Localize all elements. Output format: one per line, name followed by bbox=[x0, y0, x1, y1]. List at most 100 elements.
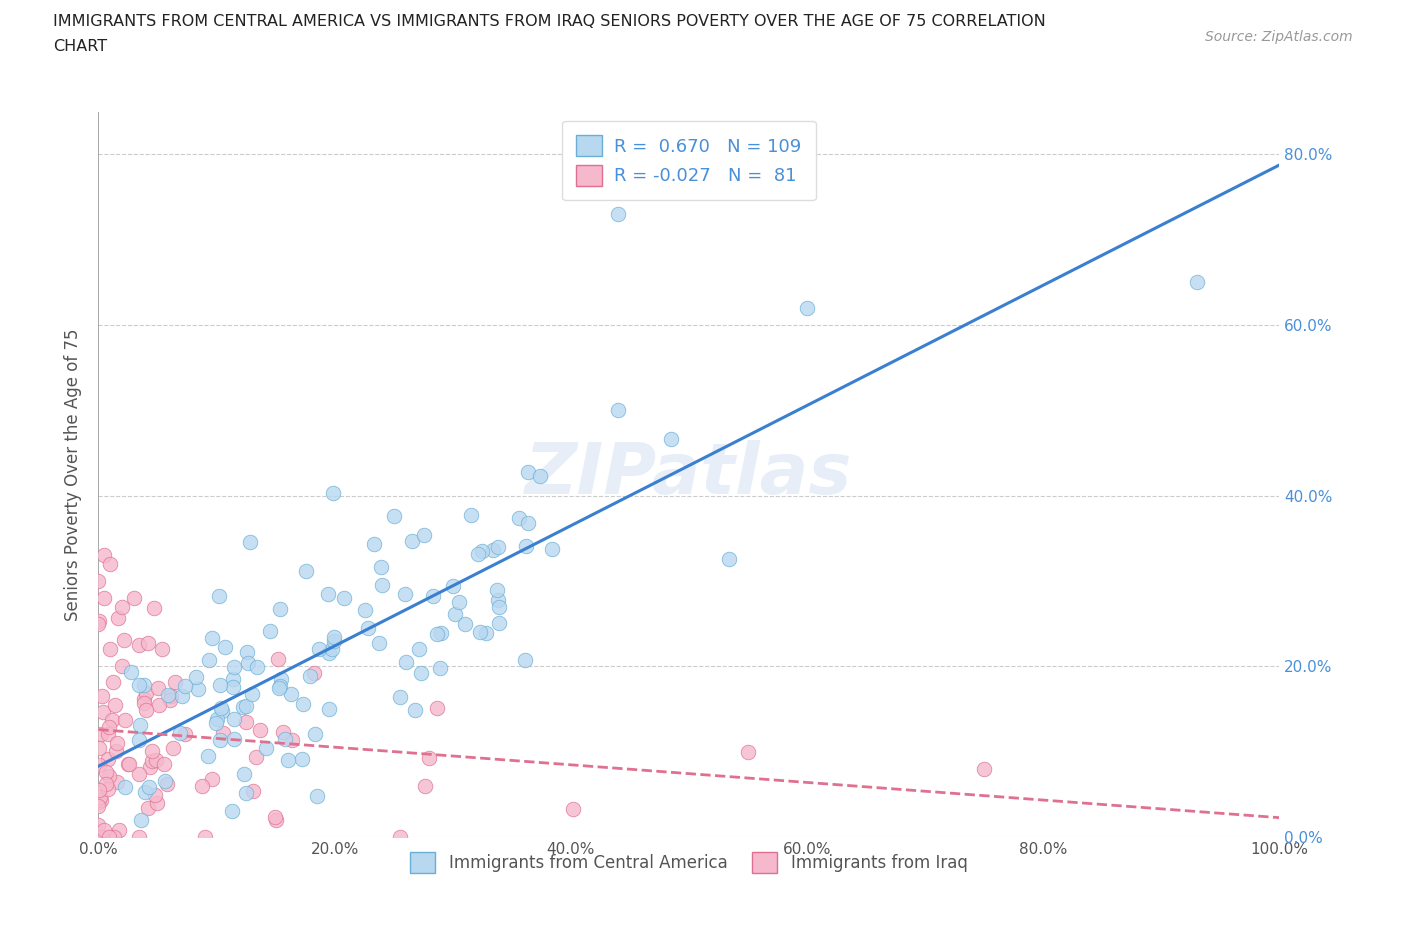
Point bbox=[305, 789, 328, 804]
Point bbox=[111, 658, 134, 673]
Point bbox=[205, 715, 228, 730]
Point bbox=[143, 601, 166, 616]
Point bbox=[101, 712, 124, 727]
Point bbox=[475, 625, 498, 640]
Point bbox=[89, 783, 111, 798]
Point bbox=[270, 671, 292, 686]
Point bbox=[197, 653, 219, 668]
Point bbox=[128, 732, 150, 747]
Point bbox=[136, 801, 159, 816]
Point bbox=[277, 752, 299, 767]
Point bbox=[87, 799, 110, 814]
Point bbox=[91, 705, 114, 720]
Point bbox=[156, 777, 179, 791]
Point bbox=[408, 642, 430, 657]
Point bbox=[145, 753, 167, 768]
Point bbox=[87, 740, 110, 755]
Point bbox=[299, 669, 322, 684]
Point bbox=[422, 589, 444, 604]
Point bbox=[163, 674, 186, 689]
Point bbox=[513, 652, 536, 667]
Point bbox=[159, 693, 181, 708]
Point bbox=[357, 621, 380, 636]
Point bbox=[117, 757, 139, 772]
Point bbox=[221, 804, 243, 818]
Point bbox=[128, 766, 150, 781]
Point bbox=[482, 542, 505, 557]
Point bbox=[737, 744, 759, 759]
Point bbox=[561, 802, 583, 817]
Point bbox=[468, 625, 491, 640]
Point bbox=[280, 686, 302, 701]
Point bbox=[132, 677, 155, 692]
Point bbox=[97, 727, 120, 742]
Point bbox=[118, 757, 141, 772]
Point bbox=[295, 564, 318, 578]
Point bbox=[254, 741, 277, 756]
Point bbox=[444, 606, 467, 621]
Point bbox=[318, 701, 340, 716]
Point bbox=[114, 780, 136, 795]
Point bbox=[486, 539, 509, 554]
Point bbox=[240, 686, 263, 701]
Point bbox=[197, 749, 219, 764]
Point bbox=[659, 432, 682, 446]
Point bbox=[87, 614, 110, 629]
Point bbox=[90, 792, 112, 807]
Point bbox=[454, 618, 477, 632]
Point bbox=[323, 630, 346, 644]
Point bbox=[148, 698, 170, 712]
Point bbox=[488, 600, 510, 615]
Text: Source: ZipAtlas.com: Source: ZipAtlas.com bbox=[1205, 30, 1353, 44]
Point bbox=[91, 830, 114, 844]
Point bbox=[97, 719, 120, 734]
Point bbox=[394, 586, 416, 601]
Point bbox=[389, 689, 412, 704]
Point bbox=[146, 681, 169, 696]
Point bbox=[157, 687, 180, 702]
Point bbox=[363, 537, 385, 551]
Point bbox=[429, 661, 451, 676]
Point bbox=[540, 541, 562, 556]
Text: ZIPatlas: ZIPatlas bbox=[526, 440, 852, 509]
Point bbox=[515, 538, 537, 553]
Point bbox=[97, 782, 120, 797]
Point bbox=[249, 723, 271, 737]
Point bbox=[153, 757, 176, 772]
Point bbox=[169, 725, 191, 740]
Point bbox=[134, 692, 156, 707]
Point bbox=[429, 625, 451, 640]
Point bbox=[370, 559, 392, 574]
Point bbox=[316, 586, 339, 601]
Point bbox=[93, 591, 115, 605]
Point bbox=[138, 779, 160, 794]
Point bbox=[153, 774, 176, 789]
Point bbox=[141, 753, 163, 768]
Point bbox=[245, 750, 267, 764]
Point bbox=[91, 689, 114, 704]
Point bbox=[146, 795, 169, 810]
Point bbox=[222, 671, 245, 686]
Legend: Immigrants from Central America, Immigrants from Iraq: Immigrants from Central America, Immigra… bbox=[404, 845, 974, 880]
Point bbox=[222, 680, 245, 695]
Point bbox=[94, 764, 117, 779]
Point bbox=[239, 535, 262, 550]
Point bbox=[382, 509, 405, 524]
Point bbox=[170, 689, 193, 704]
Point bbox=[98, 556, 121, 571]
Point bbox=[304, 665, 326, 680]
Point bbox=[508, 511, 530, 525]
Point bbox=[308, 642, 330, 657]
Point bbox=[90, 727, 112, 742]
Point bbox=[281, 733, 304, 748]
Point bbox=[973, 762, 995, 777]
Point bbox=[98, 642, 121, 657]
Point bbox=[87, 617, 110, 631]
Point bbox=[449, 595, 471, 610]
Point bbox=[224, 711, 246, 726]
Point bbox=[235, 785, 257, 800]
Point bbox=[266, 812, 288, 827]
Point bbox=[242, 783, 264, 798]
Point bbox=[187, 682, 209, 697]
Point bbox=[267, 681, 290, 696]
